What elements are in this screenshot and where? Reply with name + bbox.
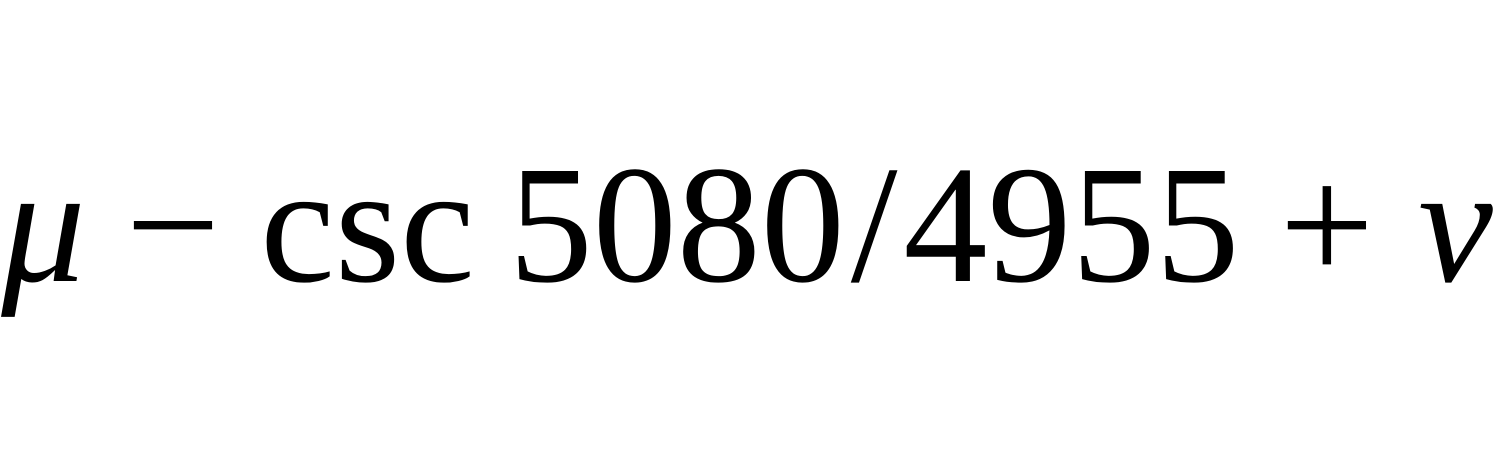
variable-v: v — [1418, 132, 1493, 318]
plus-operator: + — [1279, 132, 1375, 318]
cosecant-function: csc — [260, 132, 475, 318]
variable-mu: μ — [1, 132, 86, 318]
fraction-slash: / — [850, 132, 898, 318]
minus-operator: − — [125, 132, 221, 318]
numerator-number: 5080 — [508, 132, 845, 318]
denominator-number: 4955 — [903, 132, 1240, 318]
